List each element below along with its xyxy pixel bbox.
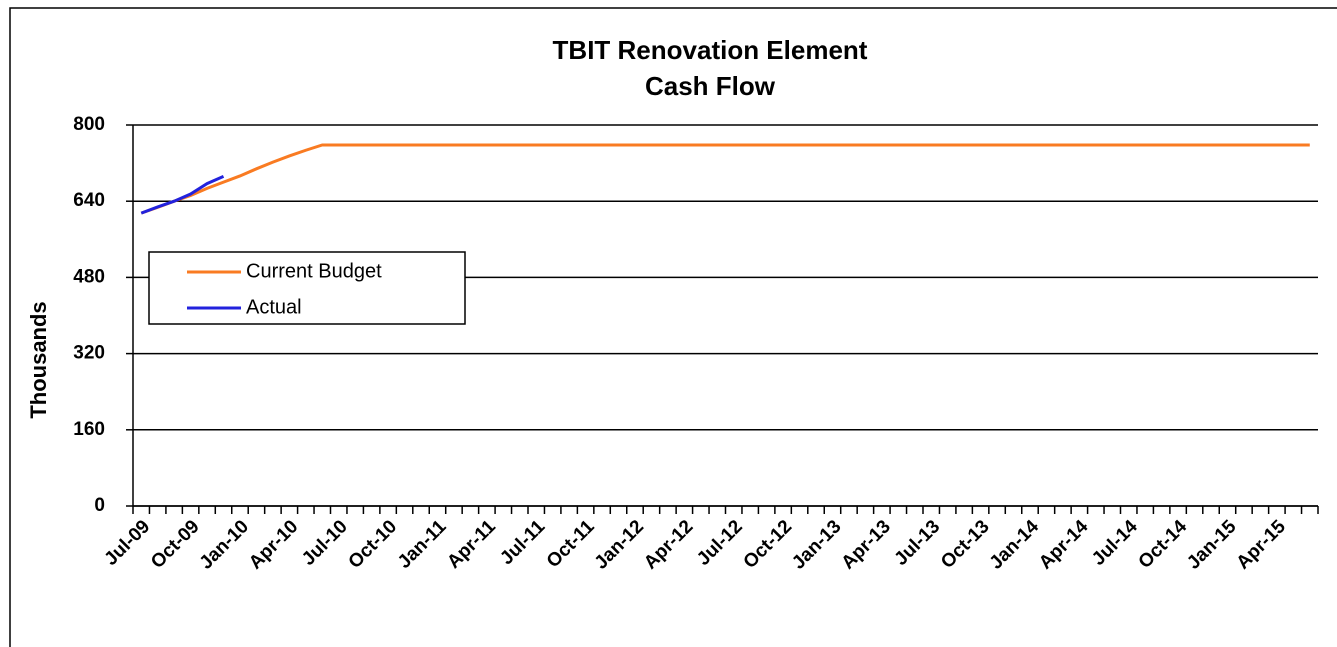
y-tick-label: 160 — [73, 419, 105, 440]
series-line — [140, 175, 225, 215]
legend-box — [148, 251, 466, 325]
legend-label: Actual — [246, 296, 302, 318]
y-axis-label: Thousands — [26, 301, 51, 418]
y-tick-label: 0 — [94, 495, 105, 516]
series-line — [140, 143, 1310, 215]
chart-title: TBIT Renovation Element — [553, 35, 868, 65]
y-tick-label: 480 — [73, 266, 105, 287]
y-tick-label: 800 — [73, 114, 105, 135]
y-tick-label: 320 — [73, 343, 105, 364]
chart-subtitle: Cash Flow — [645, 71, 776, 101]
y-tick-label: 640 — [73, 190, 105, 211]
legend-label: Current Budget — [246, 260, 382, 282]
chart-frame — [9, 7, 1337, 647]
